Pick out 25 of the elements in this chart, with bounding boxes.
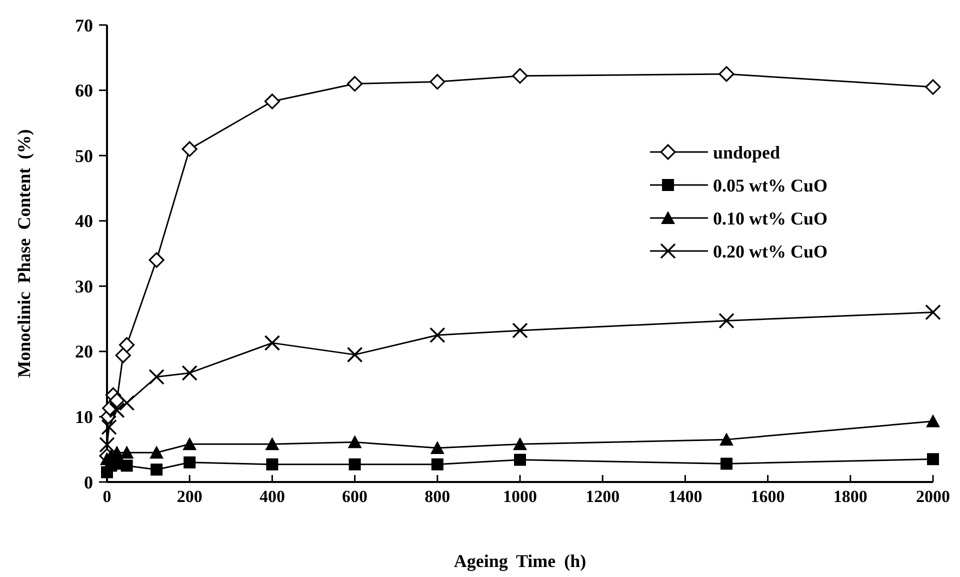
y-tick-label: 10 [75,407,93,428]
x-tick-label: 1000 [503,487,537,506]
x-tick-label: 400 [259,487,285,506]
y-tick-label: 20 [75,342,93,362]
x-tick-label: 1600 [750,487,785,506]
x-tick-label: 1400 [668,487,702,506]
x-tick-label: 1800 [833,487,868,506]
y-tick-label: 70 [75,15,93,36]
x-tick-label: 800 [424,487,450,506]
y-tick-label: 40 [75,211,93,232]
y-tick-label: 30 [75,276,93,296]
y-tick-label: 0 [84,472,93,492]
x-axis-title: Ageing Time (h) [454,551,586,571]
legend-label: undoped [713,142,780,162]
x-tick-label: 200 [176,487,202,506]
y-axis-title: Monoclinic Phase Content (%) [14,129,34,378]
x-tick-label: 1200 [586,487,620,506]
x-tick-label: 0 [102,487,112,506]
x-tick-label: 2000 [916,487,950,506]
y-tick-label: 50 [75,146,93,166]
legend-label: 0.10 wt% CuO [713,208,828,228]
legend-label: 0.20 wt% CuO [713,241,828,262]
y-tick-label: 60 [75,80,93,101]
x-tick-label: 600 [342,487,368,506]
legend-label: 0.05 wt% CuO [713,175,828,196]
